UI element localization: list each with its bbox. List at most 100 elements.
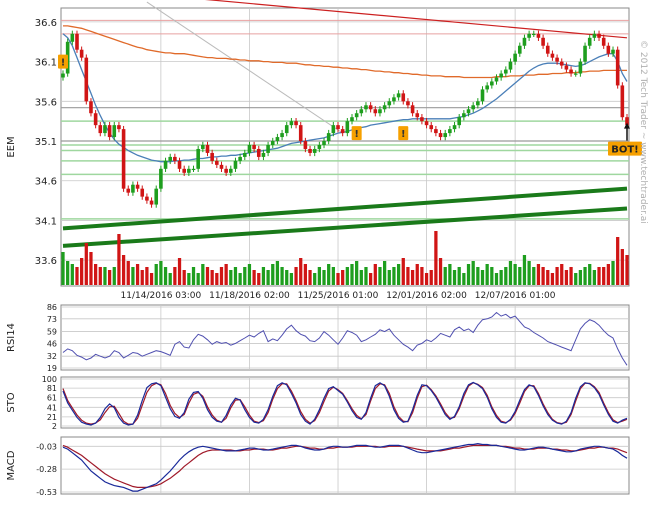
- volume-bar: [541, 267, 545, 285]
- diagonal-gray-line: [146, 1, 343, 134]
- volume-bar: [168, 273, 172, 285]
- candle-body: [205, 145, 210, 153]
- rsi-line: [62, 311, 628, 366]
- candle-body: [373, 109, 378, 114]
- volume-bar: [224, 264, 228, 285]
- candle-body: [266, 145, 270, 153]
- candle-body: [210, 152, 214, 161]
- bot-signal-label: BOT!: [611, 145, 639, 156]
- volume-bar: [75, 267, 79, 285]
- volume-bar: [536, 264, 541, 285]
- panel-frame-macd: [60, 436, 630, 495]
- candle-body: [415, 113, 420, 118]
- volume-bar: [364, 267, 368, 285]
- volume-bar: [280, 267, 284, 285]
- candle-body: [564, 65, 569, 70]
- candle-body: [261, 152, 266, 157]
- candle-body: [457, 117, 461, 126]
- axis-labels: 33.6 34.1 34.6 35.1 35.6 36.1 36.6 11/14/2016 0…: [6, 18, 556, 497]
- signal-markers: !! ! BOT!: [58, 54, 642, 156]
- volume-bar: [107, 270, 112, 285]
- candle-body: [289, 121, 294, 126]
- candle-body: [573, 73, 578, 75]
- candle-body: [494, 77, 499, 82]
- ytick-label-macd: -0.53: [36, 488, 57, 497]
- candle-body: [378, 109, 382, 114]
- candle-body: [406, 101, 410, 106]
- volume-bar: [532, 267, 536, 285]
- volume-bar: [471, 261, 475, 285]
- candle-body: [196, 148, 200, 169]
- candle-body: [601, 37, 606, 46]
- candle-body: [606, 45, 611, 54]
- macd-line: [62, 442, 628, 492]
- volume-bar: [247, 264, 252, 285]
- volume-bar: [336, 273, 340, 285]
- volume-bar: [518, 267, 522, 285]
- candle-body: [587, 37, 592, 46]
- volume-bar: [331, 267, 335, 285]
- volume-bar: [462, 273, 466, 285]
- volume-bar: [611, 261, 615, 285]
- bot-signal-box: [608, 141, 642, 156]
- ytick-label-sto: 41: [47, 403, 57, 412]
- volume-bar: [429, 270, 433, 285]
- volume-bar: [560, 264, 564, 285]
- volume-bar: [592, 270, 597, 285]
- volume-bar: [350, 264, 354, 285]
- ylabel-price: EEM: [6, 136, 17, 157]
- xtick-label: 12/01/2016 02:00: [386, 291, 467, 301]
- candle-body: [121, 129, 126, 189]
- candle-body: [284, 125, 289, 134]
- candle-body: [242, 152, 247, 157]
- candle-body: [340, 129, 345, 134]
- candle-body: [536, 33, 541, 38]
- volume-bar: [485, 264, 489, 285]
- candle-body: [434, 129, 438, 134]
- volume-bar: [61, 252, 65, 285]
- volume-bar: [219, 267, 224, 285]
- candle-body: [312, 148, 317, 153]
- volume-bar: [606, 264, 610, 285]
- candle-body: [275, 137, 280, 142]
- candle-body: [611, 49, 615, 54]
- volume-bar: [466, 264, 471, 285]
- candle-body: [163, 160, 168, 169]
- candle-body: [145, 196, 149, 201]
- volume-bar: [145, 267, 149, 285]
- volume-bar: [396, 264, 401, 285]
- candle-body: [256, 148, 261, 157]
- candle-body: [140, 188, 145, 197]
- candle-body: [187, 168, 191, 173]
- volume-bar: [98, 267, 102, 285]
- volume-bar: [117, 234, 121, 285]
- candle-body: [84, 57, 89, 102]
- ylabel-rsi: RSI14: [6, 323, 17, 352]
- volume-bar: [504, 267, 508, 285]
- candle-body: [280, 133, 284, 138]
- candle-body: [499, 73, 503, 78]
- candle-body: [517, 45, 522, 54]
- ytick-label-macd: -0.28: [36, 465, 57, 474]
- volume-bar: [522, 255, 527, 285]
- volume-bar: [308, 270, 312, 285]
- candle-body: [215, 160, 219, 165]
- ytick-label-sto: 2: [52, 422, 57, 431]
- volume-bar: [382, 261, 387, 285]
- candle-body: [387, 101, 392, 106]
- volume-bar: [555, 267, 559, 285]
- candle-body: [79, 49, 84, 58]
- volume-bar: [177, 258, 182, 285]
- volume-bar: [149, 273, 154, 285]
- volume-bar: [252, 270, 256, 285]
- candle-body: [410, 105, 415, 114]
- alert-marker-box: [351, 126, 362, 141]
- volume-bar: [271, 264, 275, 285]
- volume-bar: [424, 273, 429, 285]
- volume-bar: [163, 267, 168, 285]
- candle-body: [270, 141, 275, 145]
- volume-bar: [112, 267, 116, 285]
- volume-bar: [229, 270, 233, 285]
- candle-body: [345, 121, 350, 134]
- candle-body: [298, 125, 303, 142]
